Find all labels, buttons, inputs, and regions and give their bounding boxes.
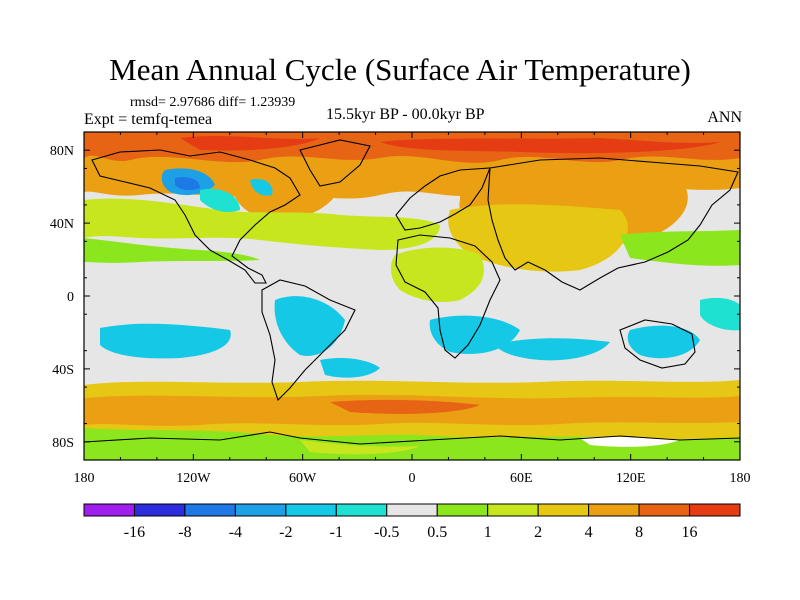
australia-coast bbox=[619, 319, 696, 369]
colorbar-swatch bbox=[133, 503, 186, 517]
longitude-labels: 180 120W 60W 0 60E 120E 180 bbox=[74, 471, 751, 486]
colorbar-swatch bbox=[638, 503, 691, 517]
lat-tick-label: 40S bbox=[52, 363, 74, 378]
colorbar-label: -4 bbox=[229, 524, 242, 541]
warm-region bbox=[330, 399, 480, 414]
colorbar-label: 4 bbox=[585, 524, 593, 541]
greenland-coast bbox=[299, 139, 371, 187]
colorbar-swatch bbox=[386, 503, 438, 517]
colorbar-label: -16 bbox=[124, 524, 145, 541]
plot-title: Mean Annual Cycle (Surface Air Temperatu… bbox=[109, 52, 691, 87]
warm-region bbox=[620, 230, 740, 266]
cold-region bbox=[580, 436, 680, 447]
temperature-field bbox=[84, 132, 740, 460]
experiment-label: Expt = temfq-temea bbox=[84, 111, 213, 128]
lon-tick-label: 60W bbox=[289, 471, 317, 486]
colorbar bbox=[83, 503, 741, 517]
cold-region bbox=[495, 338, 610, 361]
cold-region bbox=[175, 177, 200, 191]
lon-tick-label: 120E bbox=[616, 471, 646, 486]
warm-region bbox=[448, 204, 628, 272]
colorbar-swatch bbox=[285, 503, 337, 517]
lat-tick-label: 80N bbox=[50, 144, 74, 159]
warm-region bbox=[84, 198, 440, 250]
colorbar-swatch bbox=[689, 503, 741, 517]
north-america-coast bbox=[91, 149, 301, 284]
colorbar-label: 1 bbox=[484, 524, 492, 541]
axis-ticks bbox=[83, 131, 741, 461]
lon-tick-label: 60E bbox=[510, 471, 533, 486]
cold-region bbox=[274, 296, 345, 356]
colorbar-labels: -16 -8 -4 -2 -1 -0.5 0.5 1 2 4 8 16 bbox=[124, 524, 698, 541]
warm-region bbox=[300, 440, 420, 455]
cold-region bbox=[627, 325, 700, 359]
warm-region bbox=[380, 138, 720, 154]
coastlines bbox=[84, 139, 740, 445]
period-label: 15.5kyr BP - 00.0kyr BP bbox=[326, 106, 485, 123]
colorbar-label: -8 bbox=[178, 524, 191, 541]
europe-coast bbox=[395, 167, 491, 231]
cold-region bbox=[100, 323, 231, 359]
colorbar-label: -0.5 bbox=[374, 524, 399, 541]
lon-tick-label: 180 bbox=[730, 471, 751, 486]
colorbar-label: -2 bbox=[279, 524, 292, 541]
colorbar-label: 8 bbox=[635, 524, 643, 541]
colorbar-swatch bbox=[335, 503, 388, 517]
colorbar-label: 2 bbox=[534, 524, 542, 541]
south-america-coast bbox=[261, 279, 356, 402]
warm-region bbox=[180, 136, 320, 151]
colorbar-swatch bbox=[83, 503, 135, 517]
cold-region bbox=[200, 188, 240, 212]
colorbar-swatch bbox=[487, 503, 539, 517]
lon-tick-label: 0 bbox=[409, 471, 416, 486]
colorbar-swatch bbox=[184, 503, 236, 517]
cold-region bbox=[320, 357, 380, 378]
warm-region bbox=[84, 238, 260, 263]
colorbar-swatch bbox=[436, 503, 489, 517]
colorbar-label: 0.5 bbox=[427, 524, 447, 541]
colorbar-label: -1 bbox=[330, 524, 343, 541]
lon-tick-label: 180 bbox=[74, 471, 95, 486]
lat-tick-label: 40N bbox=[50, 217, 74, 232]
cold-region bbox=[700, 297, 740, 331]
lat-tick-label: 80S bbox=[52, 436, 74, 451]
colorbar-swatch bbox=[234, 503, 287, 517]
warm-region bbox=[390, 247, 484, 302]
asia-coast bbox=[487, 157, 739, 291]
africa-coast bbox=[395, 234, 501, 359]
colorbar-swatch bbox=[537, 503, 590, 517]
stats-text: rmsd= 2.97686 diff= 1.23939 bbox=[130, 95, 296, 110]
antarctica-coast bbox=[84, 431, 740, 445]
lon-tick-label: 120W bbox=[176, 471, 211, 486]
season-label: ANN bbox=[707, 109, 742, 126]
cold-region bbox=[250, 179, 273, 196]
latitude-labels: 80N 40N 0 40S 80S bbox=[50, 144, 74, 451]
lat-tick-label: 0 bbox=[67, 290, 74, 305]
colorbar-swatch bbox=[588, 503, 640, 517]
colorbar-label: 16 bbox=[682, 524, 698, 541]
